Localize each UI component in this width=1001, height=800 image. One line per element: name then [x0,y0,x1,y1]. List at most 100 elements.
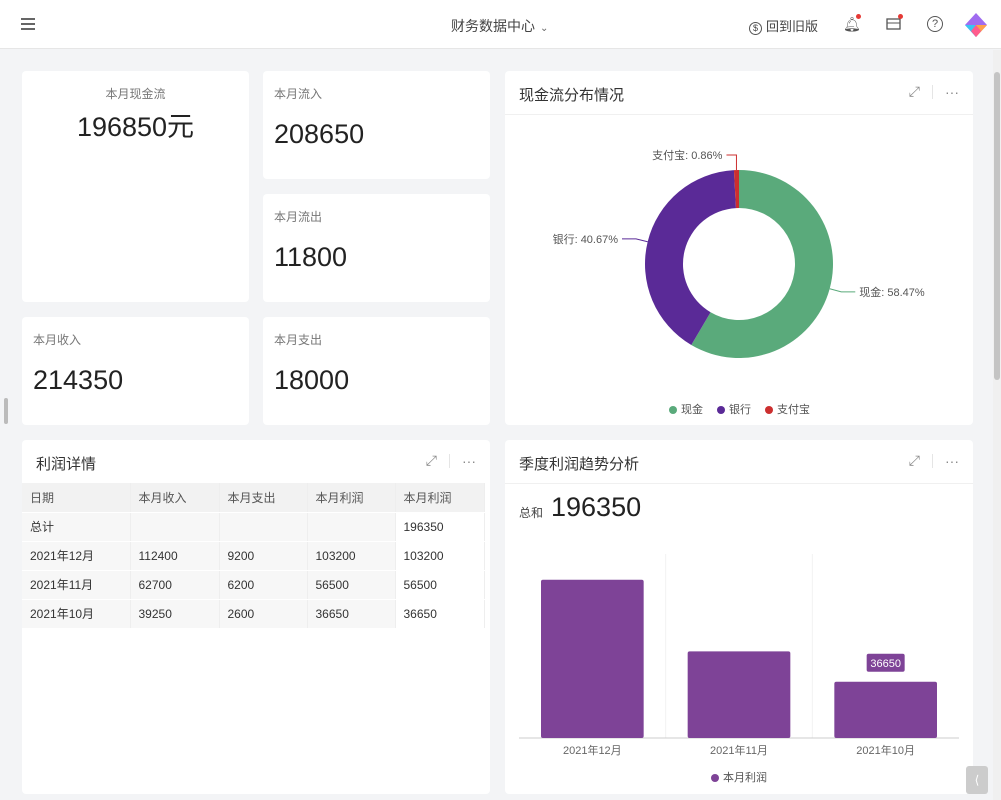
collapse-panel-button[interactable]: ⟨ [966,766,988,794]
table-cell: 103200 [395,541,485,571]
menu-icon[interactable] [21,18,35,33]
kpi-expense-card: 本月支出 18000 [263,317,490,425]
chevron-down-icon: ⌄ [540,23,549,34]
kpi-label: 本月收入 [33,333,82,347]
card-title: 利润详情 [36,456,97,473]
column-header[interactable]: 本月利润 [395,483,485,513]
profit-detail-card: 利润详情 ⤢ ··· 日期 本月收入 本月支出 本月利润 本月利润 总计 19635… [22,440,490,794]
pie-slice-0[interactable] [691,170,833,358]
legend-item[interactable]: 银行 [717,401,751,417]
kpi-label: 本月流出 [274,210,323,224]
kpi-value: 214350 [33,365,124,395]
sum-value: 196350 [551,492,642,522]
cashflow-distribution-card: 现金流分布情况 ⤢ ··· 现金: 58.47% 银行: 40.67% 支付宝: 0.… [505,71,973,425]
data-label: 36650 [870,658,901,670]
left-scroll-handle[interactable] [4,398,8,424]
kpi-outflow-card: 本月流出 11800 [263,194,490,302]
sum-label: 总和 [519,506,544,520]
pie-slice-1[interactable] [645,170,736,345]
column-header[interactable]: 本月收入 [130,483,220,513]
legend-label: 支付宝 [777,404,810,416]
table-row[interactable]: 2021年11月 62700 6200 56500 56500 [22,570,485,600]
pie-slice-2[interactable] [733,170,739,209]
table-row[interactable]: 总计 196350 [22,512,485,542]
table-cell: 2021年11月 [22,570,131,600]
kpi-income-card: 本月收入 214350 [22,317,249,425]
legend-label: 银行 [729,404,751,416]
x-tick-label: 2021年10月 [856,743,915,757]
kpi-value: 18000 [274,365,350,395]
table-cell: 2021年12月 [22,541,131,571]
kpi-value: 11800 [274,242,348,272]
more-icon[interactable]: ··· [945,83,959,100]
dollar-icon: $ [749,22,762,35]
app-title: 财务数据中心 [451,18,535,34]
data-label-bg [866,653,905,672]
x-tick-label: 2021年12月 [563,743,622,757]
slice-label: 支付宝: 0.86% [652,148,723,162]
legend-label: 现金 [681,404,703,416]
pie-legend: 现金 银行 支付宝 [669,401,810,417]
back-label: 回到旧版 [766,19,819,34]
help-icon[interactable]: ? [927,16,943,32]
table-cell: 62700 [130,570,220,600]
more-icon[interactable]: ··· [945,452,959,469]
page-scrollbar[interactable] [993,50,1001,800]
table-cell: 36650 [307,599,396,629]
bar[interactable] [834,681,937,738]
table-row[interactable]: 2021年12月 112400 9200 103200 103200 [22,541,485,571]
legend-label: 本月利润 [723,772,767,784]
expand-icon[interactable]: ⤢ [425,452,437,468]
card-title: 现金流分布情况 [519,87,625,104]
bar[interactable] [687,651,791,738]
bar-chart: 2021年12月 2021年11月 2021年10月 36650 [519,554,959,757]
slice-label: 银行: 40.67% [553,232,619,246]
briefcase-icon[interactable] [885,14,903,32]
label-line [829,288,856,293]
column-header[interactable]: 本月支出 [219,483,308,513]
bell-icon[interactable]: 🔔︎ [843,14,861,32]
kpi-label: 本月现金流 [105,87,166,101]
bar-legend: 本月利润 [711,769,767,785]
legend-item[interactable]: 现金 [669,401,703,417]
more-icon[interactable]: ··· [462,452,476,469]
legend-item[interactable]: 本月利润 [711,769,767,785]
table-header-row: 日期 本月收入 本月支出 本月利润 本月利润 [22,483,485,513]
kpi-value: 196850元 [76,112,195,142]
table-cell: 6200 [219,570,308,600]
table-cell: 39250 [130,599,220,629]
legend-item[interactable]: 支付宝 [765,401,810,417]
table-cell [219,512,308,542]
kpi-label: 本月支出 [274,333,323,347]
table-cell: 103200 [307,541,396,571]
table-cell: 36650 [395,599,485,629]
kpi-label: 本月流入 [274,87,323,101]
x-tick-label: 2021年11月 [710,743,768,757]
expand-icon[interactable]: ⤢ [908,83,920,99]
slice-label: 现金: 58.47% [859,285,925,299]
app-title-dropdown[interactable]: 财务数据中心 ⌄ [451,16,548,36]
table-cell: 112400 [130,541,220,571]
column-header[interactable]: 日期 [22,483,131,513]
table-cell [130,512,220,542]
table-cell: 56500 [395,570,485,600]
expand-icon[interactable]: ⤢ [908,452,920,468]
table-cell: 总计 [22,512,131,542]
top-bar: 财务数据中心 ⌄ $ 回到旧版 🔔︎ ? [0,0,1001,49]
logo-icon[interactable] [965,13,987,42]
table-cell: 2600 [219,599,308,629]
donut-chart: 现金: 58.47% 银行: 40.67% 支付宝: 0.86% [553,148,925,358]
kpi-inflow-card: 本月流入 208650 [263,71,490,179]
table-cell: 196350 [395,512,485,542]
kpi-cashflow-card: 本月现金流 196850元 [22,71,249,302]
label-line [726,154,737,171]
table-cell: 9200 [219,541,308,571]
back-to-old-version-button[interactable]: $ 回到旧版 [749,16,818,35]
kpi-value: 208650 [274,119,365,149]
table-row[interactable]: 2021年10月 39250 2600 36650 36650 [22,599,485,629]
card-title: 季度利润趋势分析 [519,456,640,473]
bar[interactable] [541,579,644,738]
table-cell: 56500 [307,570,396,600]
column-header[interactable]: 本月利润 [307,483,396,513]
table-cell: 2021年10月 [22,599,131,629]
